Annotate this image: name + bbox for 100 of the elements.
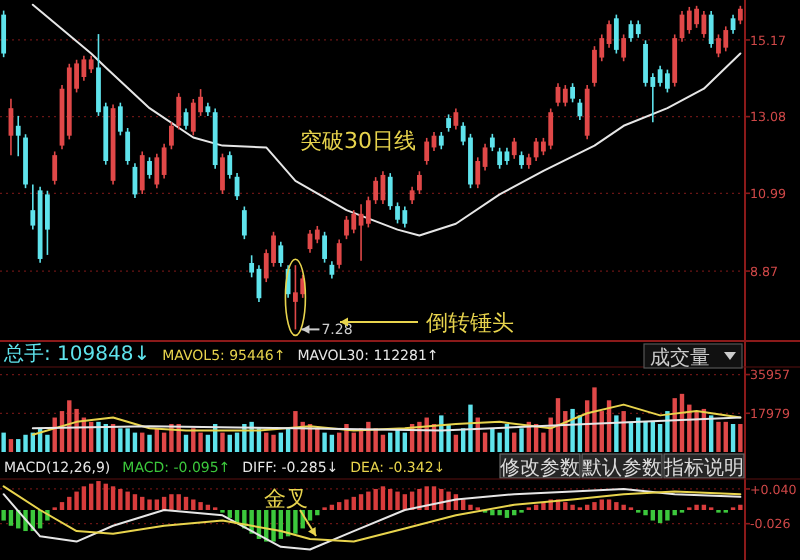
bar — [118, 428, 123, 452]
bar — [395, 491, 400, 510]
bar — [504, 510, 510, 518]
candlestick — [424, 137, 430, 166]
bar — [519, 428, 524, 452]
candlestick — [533, 137, 539, 162]
bar — [643, 421, 648, 452]
bar — [490, 510, 495, 516]
bar — [351, 496, 356, 510]
candlestick — [241, 205, 247, 240]
bar — [183, 496, 189, 510]
candlestick — [117, 101, 123, 137]
bar — [723, 421, 728, 452]
candlestick — [161, 142, 167, 180]
bar — [730, 424, 736, 452]
candlestick — [723, 25, 729, 53]
bar — [293, 510, 298, 534]
annotation: 突破30日线 — [300, 128, 416, 154]
bar — [417, 488, 422, 510]
candlestick — [278, 240, 284, 268]
candlestick — [52, 150, 58, 186]
annotation: 金叉 — [264, 486, 308, 512]
candlestick — [657, 64, 663, 88]
text: 总手: 109848↓ — [2, 342, 151, 366]
bar — [650, 510, 656, 521]
candlestick — [336, 238, 342, 270]
candlestick — [293, 264, 298, 331]
candlestick — [1, 9, 7, 58]
candlestick — [621, 33, 627, 63]
candlestick — [592, 45, 597, 88]
candlestick — [344, 215, 349, 240]
bar — [657, 510, 663, 524]
candlestick — [365, 195, 371, 229]
candlestick — [453, 107, 459, 131]
candlestick — [672, 33, 678, 88]
bar — [74, 408, 79, 452]
bar — [1, 432, 6, 452]
bar — [344, 499, 349, 510]
candlestick — [139, 150, 145, 195]
annotation: 成交量 — [650, 346, 710, 370]
bar — [198, 502, 203, 510]
bar — [45, 434, 50, 452]
line-series — [31, 416, 742, 432]
bar — [293, 411, 298, 452]
candlestick — [402, 205, 408, 229]
candlestick — [665, 68, 670, 94]
candlestick — [613, 13, 619, 55]
bar — [96, 481, 101, 510]
bar — [606, 499, 612, 510]
bar — [643, 510, 648, 516]
candlestick — [497, 147, 503, 170]
bar — [373, 488, 378, 510]
candlestick — [190, 98, 196, 137]
candlestick — [81, 54, 87, 82]
candlestick — [395, 201, 400, 225]
candlestick — [23, 133, 28, 189]
bar — [271, 434, 276, 452]
candlestick — [643, 39, 648, 88]
bar — [118, 488, 123, 510]
candlestick — [686, 6, 692, 35]
bar — [169, 494, 174, 510]
candlestick — [176, 92, 182, 131]
candlestick — [708, 10, 714, 49]
bar — [147, 499, 152, 510]
candlestick — [45, 189, 50, 256]
text: 默认参数 — [580, 456, 662, 480]
candlestick — [737, 5, 743, 25]
bar — [271, 510, 276, 542]
candlestick — [322, 231, 327, 264]
bar — [88, 483, 94, 510]
bar — [103, 483, 108, 510]
text: 修改参数 — [500, 456, 580, 480]
bar — [490, 428, 495, 452]
candlestick — [694, 5, 699, 29]
bar — [132, 494, 138, 510]
bar — [1, 510, 6, 521]
candlestick — [511, 137, 517, 160]
candlestick — [468, 133, 473, 189]
candlestick — [584, 84, 590, 141]
annotation: 倒转锤头 — [426, 310, 514, 336]
candlestick — [220, 152, 225, 195]
bar — [67, 496, 72, 510]
bar — [592, 387, 597, 452]
bar — [322, 432, 327, 452]
candlestick — [351, 209, 357, 235]
bar — [388, 488, 393, 510]
bar — [694, 411, 699, 452]
bar — [716, 421, 721, 452]
bar — [621, 411, 626, 452]
bar — [125, 491, 130, 510]
bar — [176, 494, 181, 510]
bar — [8, 510, 14, 526]
bar — [198, 432, 203, 452]
bar — [570, 504, 575, 510]
bar — [74, 491, 79, 510]
candlestick — [716, 33, 721, 58]
bar — [738, 424, 743, 452]
candlestick — [373, 176, 379, 205]
bar — [497, 432, 502, 452]
bar — [468, 504, 473, 510]
